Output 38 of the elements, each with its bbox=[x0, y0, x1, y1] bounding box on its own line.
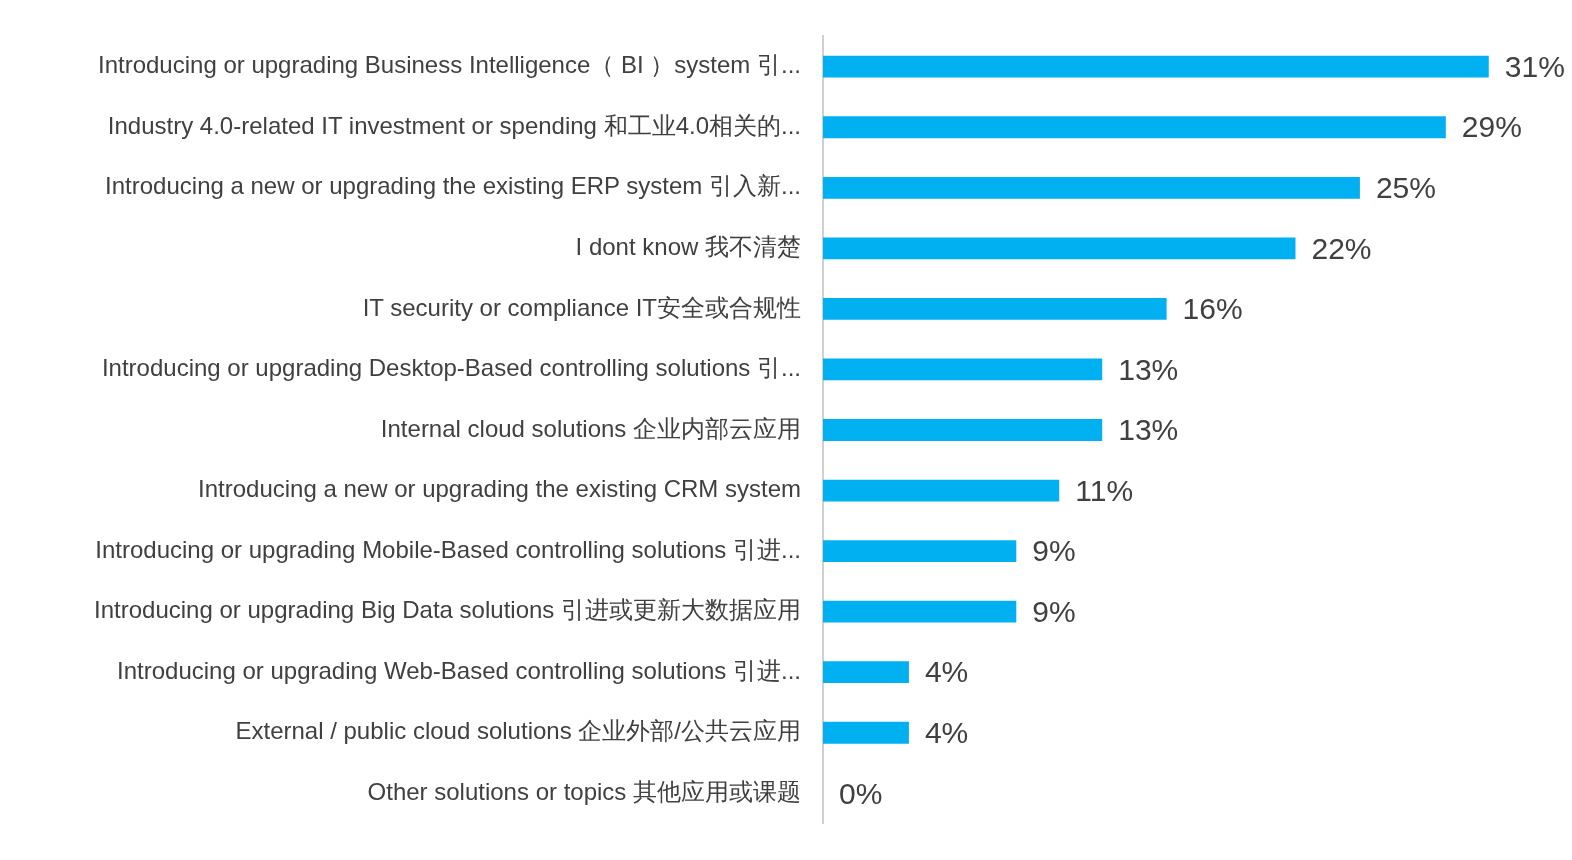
bar bbox=[823, 297, 1167, 320]
data-label: 25% bbox=[1375, 171, 1436, 205]
data-label: 13% bbox=[1118, 352, 1179, 386]
y-tick-label: Introducing or upgrading Business Intelligence（ BI ）system 引... bbox=[97, 51, 801, 79]
bar bbox=[823, 419, 1103, 441]
data-label: 16% bbox=[1182, 292, 1243, 326]
y-tick-label: Internal cloud solutions 企业内部云应用 bbox=[380, 414, 801, 442]
data-label: 0% bbox=[839, 776, 883, 810]
y-tick-label: Industry 4.0-related IT investment or spending 和工业4.0相关的... bbox=[107, 111, 801, 139]
y-tick-label: IT security or compliance IT安全或合规性 bbox=[362, 293, 801, 321]
data-label: 13% bbox=[1118, 413, 1179, 447]
data-label: 4% bbox=[924, 655, 969, 689]
y-tick-label: External / public cloud solutions 企业外部/公共云应用 bbox=[235, 717, 801, 745]
y-tick-label: Introducing or upgrading Web-Based controlling solutions 引进... bbox=[117, 656, 801, 684]
y-tick-label: Other solutions or topics 其他应用或课题 bbox=[367, 777, 801, 805]
data-label: 31% bbox=[1504, 49, 1565, 83]
data-label: 9% bbox=[1032, 534, 1076, 568]
y-tick-label: Introducing or upgrading Desktop-Based controlling solutions 引... bbox=[101, 354, 801, 382]
bar bbox=[823, 540, 1017, 563]
data-label: 9% bbox=[1032, 594, 1076, 628]
data-label: 29% bbox=[1461, 110, 1522, 144]
y-tick-label: Introducing or upgrading Mobile-Based controlling solutions 引进... bbox=[95, 535, 801, 563]
bar bbox=[823, 176, 1360, 199]
y-tick-label: Introducing a new or upgrading the existing CRM system bbox=[198, 475, 801, 503]
y-tick-label: I dont know 我不清楚 bbox=[575, 232, 801, 260]
bar bbox=[823, 237, 1296, 260]
bar bbox=[823, 55, 1489, 78]
bar bbox=[823, 661, 909, 684]
y-tick-label: Introducing or upgrading Big Data solutions 引进或更新大数据应用 bbox=[94, 596, 801, 624]
bar bbox=[823, 600, 1017, 623]
data-label: 4% bbox=[924, 716, 969, 750]
bar bbox=[823, 721, 909, 744]
data-label: 11% bbox=[1075, 473, 1134, 507]
bar bbox=[823, 116, 1446, 139]
y-tick-label: Introducing a new or upgrading the existing ERP system 引入新... bbox=[105, 172, 801, 200]
bar bbox=[823, 479, 1060, 502]
data-label: 22% bbox=[1311, 231, 1372, 265]
bar bbox=[823, 358, 1103, 381]
